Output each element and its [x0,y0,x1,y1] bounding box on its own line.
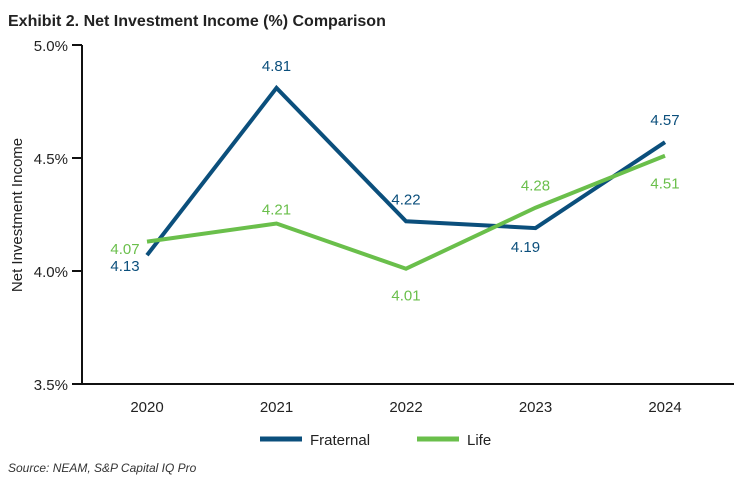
data-label: 4.28 [521,178,550,195]
x-tick-label: 2024 [648,399,681,416]
data-label: 4.13 [110,258,139,275]
data-label: 4.21 [262,202,291,219]
data-label: 4.01 [391,288,420,305]
x-tick-label: 2023 [519,399,552,416]
x-tick-label: 2021 [260,399,293,416]
data-label: 4.22 [391,191,420,208]
series-line-life [146,153,666,271]
x-tick-label: 2022 [389,399,422,416]
data-label: 4.07 [110,241,139,258]
data-label: 4.57 [650,112,679,129]
series-line-fraternal [145,84,667,257]
y-tick-label: 4.0% [34,264,68,281]
y-tick-label: 4.5% [34,151,68,168]
data-label: 4.19 [511,239,540,256]
y-axis-label: Net Investment Income [9,138,26,292]
legend-label: Life [467,432,491,449]
legend-label: Fraternal [310,432,370,449]
chart-title: Exhibit 2. Net Investment Income (%) Com… [8,13,386,30]
y-tick-label: 5.0% [34,38,68,55]
data-label: 4.81 [262,58,291,75]
y-tick-label: 3.5% [34,377,68,394]
source-note: Source: NEAM, S&P Capital IQ Pro [8,461,197,475]
x-tick-label: 2020 [130,399,163,416]
data-label: 4.51 [650,176,679,193]
